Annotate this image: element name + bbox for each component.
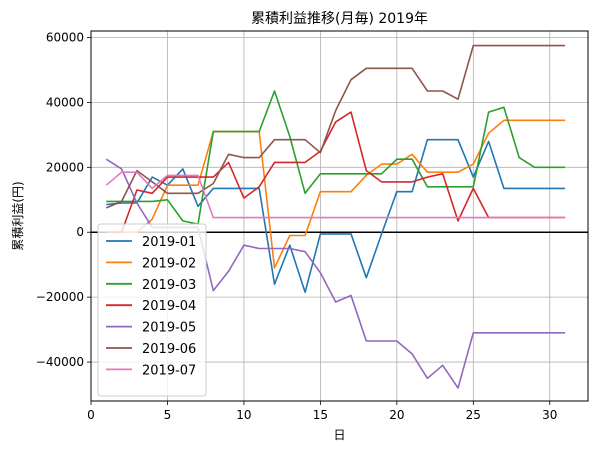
chart-title: 累積利益推移(月毎) 2019年 xyxy=(251,11,428,27)
x-axis-label: 日 xyxy=(333,428,345,442)
x-tick-label: 15 xyxy=(313,408,328,422)
legend-label: 2019-05 xyxy=(142,321,196,336)
series-line-2019-03 xyxy=(106,90,566,225)
legend-label: 2019-06 xyxy=(142,342,196,357)
y-tick-label: −20000 xyxy=(36,290,84,304)
legend-box xyxy=(97,223,207,397)
y-tick-label: 40000 xyxy=(46,95,84,109)
legend-label: 2019-03 xyxy=(142,278,196,293)
x-axis-ticks: 0 5 10 15 20 25 30 xyxy=(87,401,557,422)
series-line-2019-01 xyxy=(106,138,566,294)
legend-label: 2019-07 xyxy=(142,363,196,378)
legend-label: 2019-01 xyxy=(142,235,196,250)
y-axis-label: 累積利益(円) xyxy=(10,181,25,250)
x-tick-label: 10 xyxy=(236,408,251,422)
x-tick-label: 30 xyxy=(542,408,557,422)
x-tick-label: 0 xyxy=(87,408,95,422)
y-tick-label: 0 xyxy=(76,225,84,239)
y-tick-label: 20000 xyxy=(46,160,84,174)
legend-label: 2019-02 xyxy=(142,256,196,271)
legend: 2019-01 2019-02 2019-03 2019-04 2019-05 2019-… xyxy=(97,223,207,397)
series-line-2019-02 xyxy=(106,119,566,269)
x-tick-label: 20 xyxy=(389,408,404,422)
y-axis-ticks: −40000 −20000 0 20000 40000 60000 xyxy=(36,30,91,369)
series-line-2019-06 xyxy=(105,44,566,209)
plot-frame xyxy=(90,30,589,402)
legend-label: 2019-04 xyxy=(142,299,196,314)
y-tick-label: 60000 xyxy=(46,30,84,44)
x-tick-label: 5 xyxy=(164,408,172,422)
x-tick-label: 25 xyxy=(466,408,481,422)
y-tick-label: −40000 xyxy=(36,355,84,369)
series-line-2019-07 xyxy=(105,171,566,219)
